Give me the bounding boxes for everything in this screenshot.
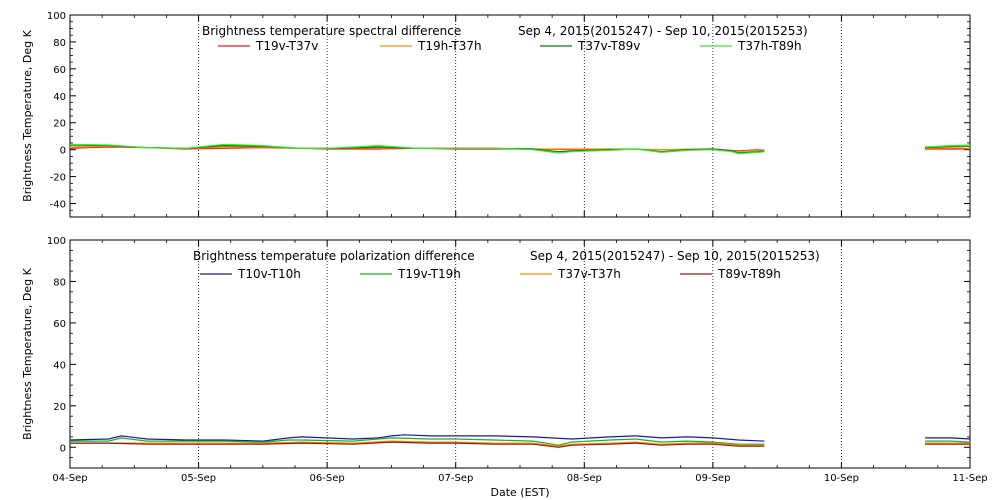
series-line bbox=[70, 441, 765, 448]
legend-label: T37v-T37h bbox=[557, 267, 621, 281]
series-line bbox=[924, 145, 970, 149]
y-tick-label: 60 bbox=[53, 319, 66, 330]
y-tick-label: -20 bbox=[50, 173, 66, 184]
legend-label: T37h-T89h bbox=[737, 39, 802, 53]
y-tick-label: 20 bbox=[53, 402, 66, 413]
y-tick-label: -40 bbox=[50, 200, 66, 211]
plot-frame bbox=[69, 14, 971, 218]
y-tick-label: 100 bbox=[47, 236, 66, 247]
x-tick-label: 06-Sep bbox=[310, 473, 345, 484]
chart-title: Brightness temperature polarization diff… bbox=[193, 249, 475, 263]
x-tick-label: 09-Sep bbox=[695, 473, 730, 484]
x-tick-label: 04-Sep bbox=[52, 473, 87, 484]
chart-title: Brightness temperature spectral differen… bbox=[202, 24, 461, 38]
legend-label: T89v-T89h bbox=[717, 267, 781, 281]
y-tick-label: 20 bbox=[53, 119, 66, 130]
x-tick-label: 05-Sep bbox=[181, 473, 216, 484]
legend-label: T19h-T37h bbox=[417, 39, 482, 53]
chart-date-range: Sep 4, 2015(2015247) - Sep 10, 2015(2015… bbox=[530, 249, 820, 263]
y-tick-label: 0 bbox=[60, 443, 66, 454]
legend-label: T19v-T19h bbox=[397, 267, 461, 281]
legend-label: T19v-T37v bbox=[255, 39, 318, 53]
series-line bbox=[69, 434, 765, 442]
x-tick-label: 10-Sep bbox=[824, 473, 859, 484]
chart-date-range: Sep 4, 2015(2015247) - Sep 10, 2015(2015… bbox=[518, 24, 808, 38]
y-tick-label: 0 bbox=[60, 146, 66, 157]
y-tick-label: 40 bbox=[53, 92, 66, 103]
y-tick-label: 100 bbox=[47, 11, 66, 22]
legend-label: T10v-T10h bbox=[237, 267, 301, 281]
x-tick-label: 11-Sep bbox=[952, 473, 987, 484]
y-tick-label: 60 bbox=[53, 65, 66, 76]
y-axis-label: Brightness Temperature, Deg K bbox=[21, 29, 34, 201]
series-line bbox=[925, 437, 971, 440]
y-tick-label: 80 bbox=[53, 38, 66, 49]
series-line bbox=[924, 144, 971, 148]
y-tick-label: 80 bbox=[53, 277, 66, 288]
y-axis-label: Brightness Temperature, Deg K bbox=[21, 267, 34, 439]
series-line bbox=[924, 146, 971, 149]
x-tick-label: 08-Sep bbox=[567, 473, 602, 484]
x-tick-label: 07-Sep bbox=[438, 473, 473, 484]
series-line bbox=[70, 437, 765, 446]
series-line bbox=[925, 440, 971, 443]
series-line bbox=[70, 440, 765, 447]
y-tick-label: 40 bbox=[53, 360, 66, 371]
legend-label: T37v-T89v bbox=[577, 39, 640, 53]
series-line bbox=[69, 143, 765, 155]
x-axis-label: Date (EST) bbox=[490, 486, 549, 499]
